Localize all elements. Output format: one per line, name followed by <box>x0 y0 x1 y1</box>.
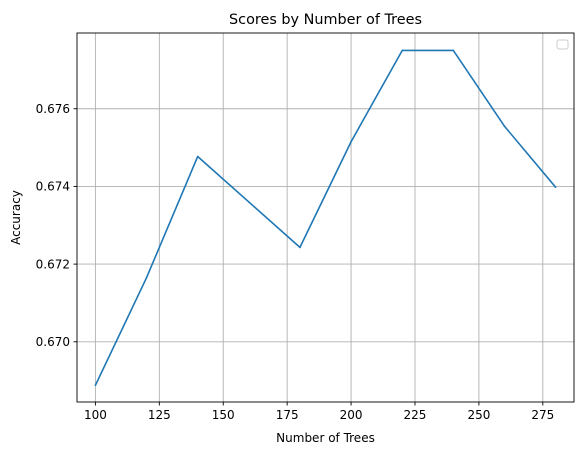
y-tick-label: 0.670 <box>36 335 70 349</box>
data-point <box>299 246 301 249</box>
ticks: 100 125 150 175 200 225 250 275 0.670 0.672 0.674 0… <box>36 102 555 422</box>
data-point <box>94 384 97 387</box>
y-tick-label: 0.676 <box>36 102 70 116</box>
x-axis-label: Number of Trees <box>276 431 375 445</box>
x-tick-label: 275 <box>531 408 554 422</box>
data-point <box>401 49 403 52</box>
data-point <box>452 49 455 52</box>
x-tick-label: 150 <box>212 408 235 422</box>
x-tick-label: 200 <box>340 408 363 422</box>
grid <box>77 33 574 402</box>
data-point <box>196 155 199 158</box>
plot-frame <box>76 32 575 403</box>
x-tick-label: 175 <box>276 408 299 422</box>
data-point <box>350 140 352 143</box>
x-tick-label: 125 <box>148 408 171 422</box>
y-tick-label: 0.674 <box>36 180 70 194</box>
data-point <box>554 186 557 189</box>
data-point <box>503 125 506 128</box>
data-point <box>145 276 148 279</box>
data-point <box>248 201 250 203</box>
series-layer <box>94 49 557 387</box>
x-tick-label: 225 <box>404 408 427 422</box>
x-tick-label: 250 <box>467 408 490 422</box>
legend-box[interactable] <box>556 39 569 50</box>
x-tick-label: 100 <box>84 408 107 422</box>
y-tick-label: 0.672 <box>36 257 70 271</box>
y-axis-label: Accuracy <box>9 190 23 245</box>
chart-title: Scores by Number of Trees <box>229 12 422 28</box>
series-line <box>94 49 557 386</box>
